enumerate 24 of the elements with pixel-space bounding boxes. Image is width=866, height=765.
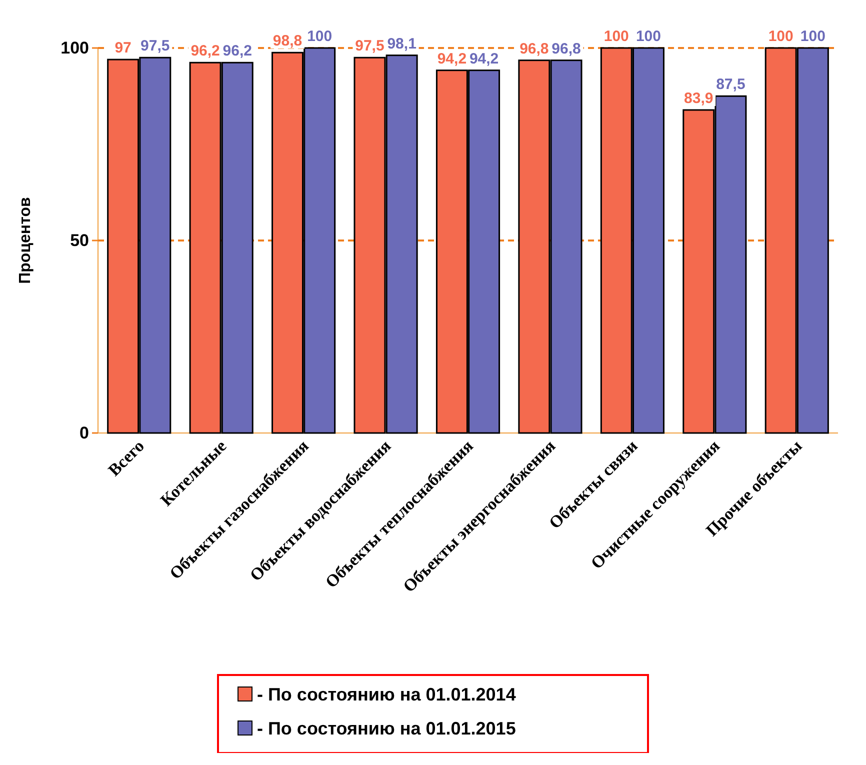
data-label: 98,8 xyxy=(272,32,302,50)
y-tick-label: 50 xyxy=(70,230,89,250)
data-label: 100 xyxy=(800,28,826,45)
data-label: 100 xyxy=(768,28,794,45)
data-label: 96,8 xyxy=(552,40,581,58)
legend-label: - По состоянию на 01.01.2014 xyxy=(257,684,516,704)
data-label: 97 xyxy=(114,40,132,57)
legend-label: - По состоянию на 01.01.2015 xyxy=(257,718,516,738)
data-label: 96,8 xyxy=(520,40,549,58)
data-label: 98,1 xyxy=(387,35,416,52)
data-label: 100 xyxy=(604,28,629,45)
data-label: 83,9 xyxy=(684,90,714,107)
data-label: 94,2 xyxy=(437,50,467,68)
data-label: 97,5 xyxy=(355,38,384,55)
data-label: 100 xyxy=(307,28,332,45)
data-label: 87,5 xyxy=(716,76,746,94)
data-label: 94,2 xyxy=(469,50,499,68)
data-label: 100 xyxy=(636,28,662,45)
y-tick-label: 100 xyxy=(60,38,89,58)
data-label: 97,5 xyxy=(140,38,170,55)
data-label: 96,2 xyxy=(190,42,220,60)
data-label: 96,2 xyxy=(222,42,252,60)
y-tick-label: 0 xyxy=(80,423,89,442)
y-axis-title: Процентов xyxy=(17,197,34,284)
